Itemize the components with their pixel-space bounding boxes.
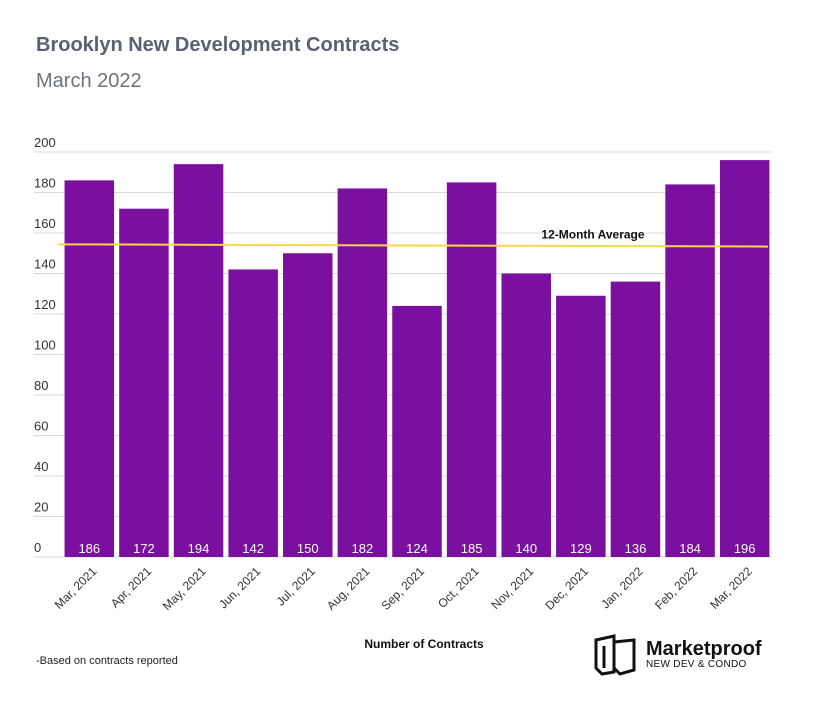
x-tick-label: May, 2021 — [160, 564, 209, 613]
bar — [446, 182, 497, 557]
bar — [173, 164, 224, 557]
y-tick-label: 20 — [34, 500, 48, 515]
y-tick-label: 60 — [34, 419, 48, 434]
bar — [119, 208, 169, 557]
bar — [392, 305, 442, 557]
x-tick-label: Jan, 2022 — [598, 564, 645, 611]
x-tick-label: Jun, 2021 — [216, 564, 263, 611]
average-line-label: 12-Month Average — [541, 228, 644, 242]
bar-value-label: 142 — [242, 541, 264, 556]
x-axis-title: Number of Contracts — [364, 637, 484, 651]
y-tick-label: 80 — [34, 378, 48, 393]
x-tick-label: Nov, 2021 — [488, 564, 536, 612]
chart-subtitle: March 2022 — [36, 70, 142, 92]
x-axis-ticks: Mar, 2021 Apr, 2021 May, 2021 Jun, 2021 Jul,… — [52, 564, 755, 613]
average-line — [57, 243, 769, 248]
y-axis-ticks: 0 20 40 60 80 100 120 140 160 180 200 — [34, 135, 56, 555]
bar — [610, 281, 661, 557]
logo-name: Marketproof — [646, 638, 762, 660]
bar-value-label: 184 — [679, 541, 701, 556]
x-tick-label: Mar, 2021 — [52, 564, 100, 612]
bar-value-label: 182 — [352, 541, 374, 556]
bar-value-label: 186 — [78, 541, 100, 556]
y-tick-label: 140 — [34, 257, 56, 272]
x-tick-label: Feb, 2022 — [652, 564, 700, 612]
marketproof-logo: Marketproof NEW DEV & CONDO — [594, 634, 762, 676]
x-tick-label: Mar, 2022 — [707, 564, 755, 612]
footnote: -Based on contracts reported — [36, 655, 178, 667]
bar — [501, 273, 551, 557]
y-tick-label: 120 — [34, 297, 56, 312]
y-tick-label: 40 — [34, 459, 48, 474]
bar-value-label: 136 — [625, 541, 647, 556]
logo-tagline: NEW DEV & CONDO — [646, 659, 747, 670]
x-tick-label: Dec, 2021 — [542, 564, 591, 613]
y-tick-label: 180 — [34, 176, 56, 191]
x-tick-label: Oct, 2021 — [435, 564, 482, 611]
bar-value-label: 194 — [188, 541, 210, 556]
marketproof-logo-icon — [594, 634, 636, 676]
bar — [283, 253, 333, 557]
x-tick-label: Sep, 2021 — [379, 564, 428, 613]
x-tick-label: Apr, 2021 — [108, 564, 154, 610]
y-tick-label: 0 — [34, 540, 41, 555]
x-tick-label: Aug, 2021 — [324, 564, 373, 613]
bar-value-label: 140 — [515, 541, 537, 556]
y-tick-label: 100 — [34, 338, 56, 353]
chart-title: Brooklyn New Development Contracts — [36, 34, 400, 56]
bar — [665, 184, 715, 557]
bar-value-label: 124 — [406, 541, 428, 556]
bar-value-label: 150 — [297, 541, 319, 556]
bar-value-label: 129 — [570, 541, 592, 556]
bar — [556, 295, 606, 557]
y-tick-label: 160 — [34, 216, 56, 231]
bar — [228, 269, 278, 557]
bar-value-label: 196 — [734, 541, 756, 556]
average-line-group: 12-Month Average — [57, 228, 769, 248]
bars: 186 172 194 142 150 182 124 185 140 129 136 184 196 — [64, 160, 770, 557]
x-tick-label: Jul, 2021 — [274, 564, 319, 609]
y-tick-label: 200 — [34, 135, 56, 150]
bar — [64, 180, 115, 557]
bar-value-label: 185 — [461, 541, 483, 556]
bar — [337, 188, 388, 557]
bar-value-label: 172 — [133, 541, 155, 556]
bar — [719, 160, 770, 557]
